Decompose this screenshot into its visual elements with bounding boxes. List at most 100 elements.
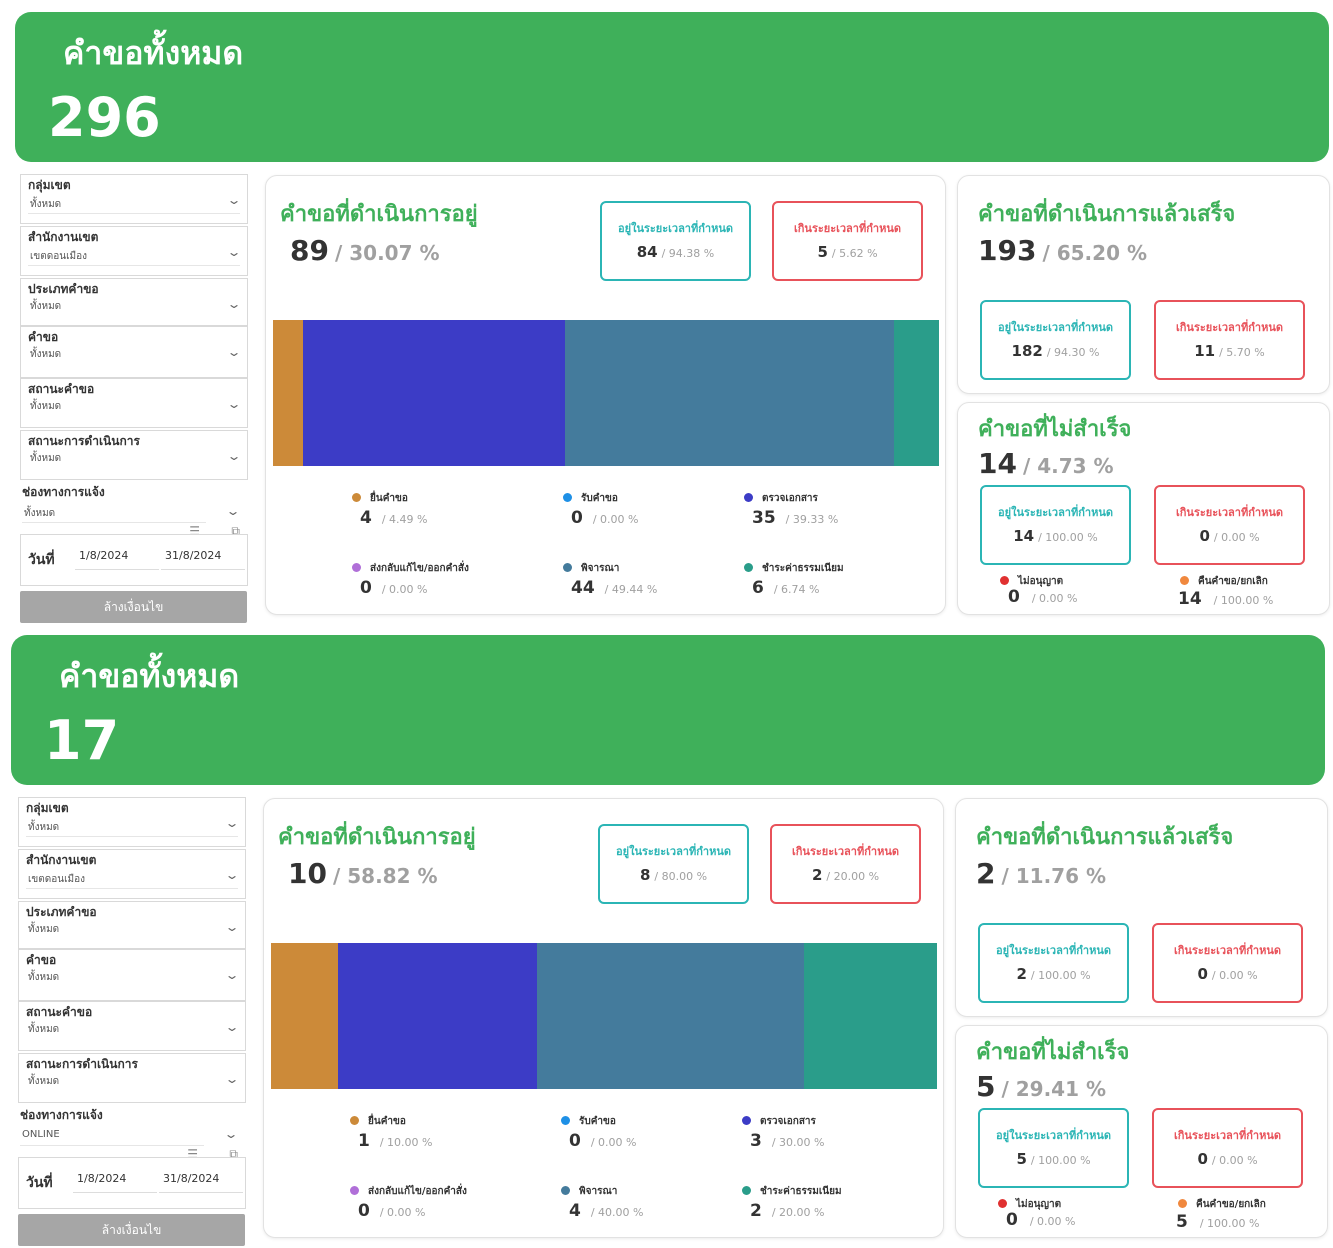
chevron-down-icon[interactable]: ⌄: [224, 816, 240, 830]
clear-filters-button[interactable]: ล้างเงื่อนไข: [20, 591, 247, 623]
late-kpi: เกินระยะเวลาที่กำหนด 5/ 5.62 %: [772, 201, 923, 281]
legend-dot: [744, 563, 753, 572]
bar-segment[interactable]: [564, 320, 895, 466]
legend-percent: / 0.00 %: [379, 1206, 426, 1219]
status-stacked-bar[interactable]: [273, 320, 939, 466]
legend-dot: [744, 493, 753, 502]
bar-segment[interactable]: [271, 943, 338, 1089]
filter-district-office[interactable]: สำนักงานเขต เขตดอนเมือง ⌄: [20, 226, 248, 276]
bar-segment[interactable]: [537, 943, 804, 1089]
card-title: คำขอที่ดำเนินการแล้วเสร็จ: [976, 825, 1234, 850]
legend-item: รับคำขอ: [563, 486, 618, 506]
legend-dot: [742, 1186, 751, 1195]
expand-icon[interactable]: ⧉: [231, 524, 252, 538]
chevron-down-icon[interactable]: ⌄: [225, 504, 241, 518]
legend-item: ตรวจเอกสาร: [742, 1109, 816, 1129]
filter-label: ช่องทางการแจ้ง: [22, 485, 105, 499]
date-to-input[interactable]: 31/8/2024: [159, 1172, 243, 1193]
legend-label: คืนคำขอ/ยกเลิก: [1198, 576, 1268, 587]
filter-process-status[interactable]: สถานะการดำเนินการ ทั้งหมด ⌄: [18, 1053, 246, 1103]
kpi-percent: / 0.00 %: [1211, 1154, 1258, 1167]
status-legend: ยื่นคำขอ 4 / 4.49 % รับคำขอ 0 / 0.00 % ตรวจเอก…: [266, 476, 945, 606]
filter-request-status[interactable]: สถานะคำขอ ทั้งหมด ⌄: [18, 1001, 246, 1051]
count-percent: / 30.07 %: [334, 241, 440, 265]
filter-district-office[interactable]: สำนักงานเขต เขตดอนเมือง ⌄: [18, 849, 246, 899]
legend-dot: [998, 1199, 1007, 1208]
chevron-down-icon[interactable]: ⌄: [224, 1072, 240, 1086]
date-from-input[interactable]: 1/8/2024: [73, 1172, 157, 1193]
date-from-input[interactable]: 1/8/2024: [75, 549, 159, 570]
legend-value: 0 / 0.00 %: [569, 1131, 637, 1151]
legend-label: ไม่อนุญาต: [1018, 576, 1064, 587]
legend-count: 0: [358, 1201, 370, 1221]
legend-percent: / 49.44 %: [604, 583, 658, 596]
chevron-down-icon[interactable]: ⌄: [224, 868, 240, 882]
cancelled-legend: คืนคำขอ/ยกเลิก: [1178, 1192, 1266, 1212]
count-value: 193: [978, 234, 1037, 267]
filter-district-group[interactable]: กลุ่มเขต ทั้งหมด ⌄: [18, 797, 246, 847]
expand-icon[interactable]: ⧉: [229, 1147, 250, 1161]
filter-process-status[interactable]: สถานะการดำเนินการ ทั้งหมด ⌄: [20, 430, 248, 480]
date-label: วันที่: [28, 552, 55, 568]
chevron-down-icon[interactable]: ⌄: [224, 968, 240, 982]
chevron-down-icon[interactable]: ⌄: [226, 345, 242, 359]
filter-request-status[interactable]: สถานะคำขอ ทั้งหมด ⌄: [20, 378, 248, 428]
count-value: 2: [976, 857, 996, 890]
chevron-down-icon[interactable]: ⌄: [226, 297, 242, 311]
filter-request-type[interactable]: ประเภทคำขอ ทั้งหมด ⌄: [20, 278, 248, 326]
legend-label: ไม่อนุญาต: [1016, 1199, 1062, 1210]
bar-segment[interactable]: [273, 320, 303, 466]
bar-segment[interactable]: [803, 943, 937, 1089]
kpi-label: อยู่ในระยะเวลาที่กำหนด: [618, 222, 733, 235]
kpi-label: อยู่ในระยะเวลาที่กำหนด: [616, 845, 731, 858]
chevron-down-icon[interactable]: ⌄: [223, 1127, 239, 1141]
legend-item: ยื่นคำขอ: [352, 486, 408, 506]
filter-value: ทั้งหมด: [24, 508, 56, 519]
bar-segment[interactable]: [302, 320, 565, 466]
filter-channel[interactable]: ช่องทางการแจ้ง ONLINE ⌄ ☰ ⧉: [18, 1105, 244, 1161]
status-stacked-bar[interactable]: [271, 943, 937, 1089]
legend-percent: / 100.00 %: [1213, 594, 1274, 607]
clear-filters-button[interactable]: ล้างเงื่อนไข: [18, 1214, 245, 1246]
kpi-percent: / 80.00 %: [654, 870, 708, 883]
chevron-down-icon[interactable]: ⌄: [226, 449, 242, 463]
legend-count: 3: [750, 1131, 762, 1151]
kpi-label: อยู่ในระยะเวลาที่กำหนด: [996, 1129, 1111, 1142]
kpi-value: 0/ 0.00 %: [1154, 1150, 1301, 1168]
kpi-count: 0: [1197, 1150, 1208, 1168]
legend-dot: [1180, 576, 1189, 585]
filter-request-type[interactable]: ประเภทคำขอ ทั้งหมด ⌄: [18, 901, 246, 949]
done-count: 2/ 11.76 %: [976, 857, 1106, 890]
count-percent: / 58.82 %: [332, 864, 438, 888]
filter-channel[interactable]: ช่องทางการแจ้ง ทั้งหมด ⌄ ☰ ⧉: [20, 482, 246, 538]
filter-district-group[interactable]: กลุ่มเขต ทั้งหมด ⌄: [20, 174, 248, 224]
kpi-percent: / 94.38 %: [661, 247, 715, 260]
done-card: คำขอที่ดำเนินการแล้วเสร็จ 2/ 11.76 % อยู…: [955, 798, 1328, 1017]
date-to-input[interactable]: 31/8/2024: [161, 549, 245, 570]
filter-request[interactable]: คำขอ ทั้งหมด ⌄: [20, 326, 248, 378]
bar-segment[interactable]: [894, 320, 939, 466]
legend-percent: / 40.00 %: [590, 1206, 644, 1219]
filter-menu-icon[interactable]: ☰: [189, 524, 212, 538]
bar-segment[interactable]: [337, 943, 538, 1089]
legend-count: 2: [750, 1201, 762, 1221]
late-kpi: เกินระยะเวลาที่กำหนด 0/ 0.00 %: [1152, 1108, 1303, 1188]
chevron-down-icon[interactable]: ⌄: [226, 193, 242, 207]
filter-menu-icon[interactable]: ☰: [187, 1147, 210, 1161]
filter-value: เขตดอนเมือง: [28, 874, 85, 885]
legend-dot: [561, 1116, 570, 1125]
chevron-down-icon[interactable]: ⌄: [224, 1020, 240, 1034]
legend-item: พิจารณา: [561, 1179, 617, 1199]
filter-value: ทั้งหมด: [28, 924, 60, 935]
chevron-down-icon[interactable]: ⌄: [226, 397, 242, 411]
legend-value: 0 / 0.00 %: [358, 1201, 426, 1221]
filter-request[interactable]: คำขอ ทั้งหมด ⌄: [18, 949, 246, 1001]
filter-label: กลุ่มเขต: [28, 178, 71, 192]
card-title: คำขอที่ไม่สำเร็จ: [978, 417, 1132, 442]
legend-count: 5: [1176, 1212, 1188, 1232]
legend-value: 0 / 0.00 %: [571, 508, 639, 528]
kpi-count: 14: [1013, 527, 1035, 545]
card-title: คำขอที่ไม่สำเร็จ: [976, 1040, 1130, 1065]
chevron-down-icon[interactable]: ⌄: [226, 245, 242, 259]
chevron-down-icon[interactable]: ⌄: [224, 920, 240, 934]
